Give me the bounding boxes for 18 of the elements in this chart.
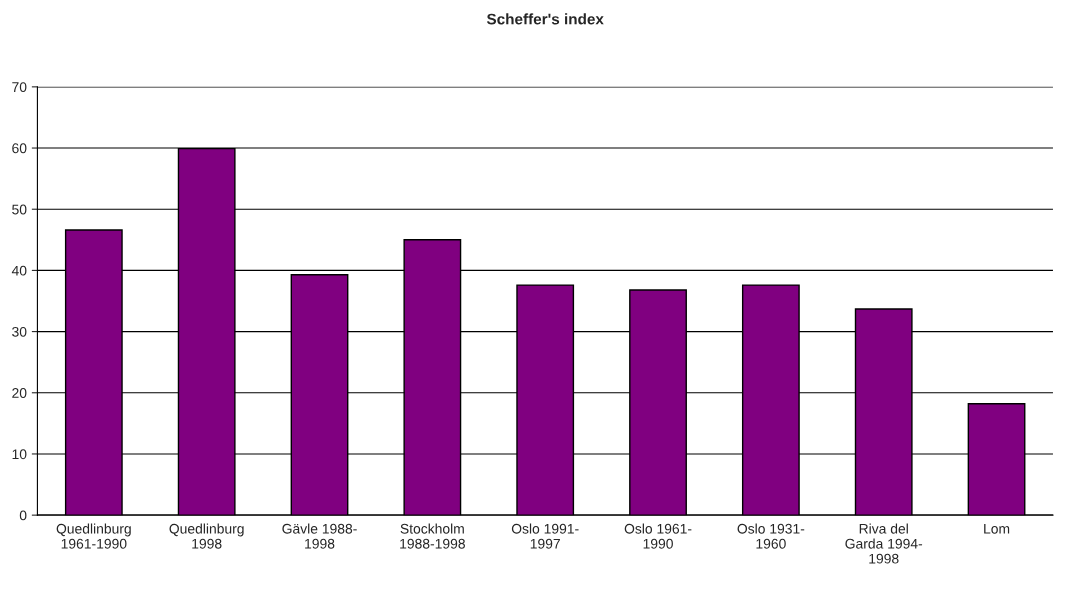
x-tick-label: Lom	[984, 523, 1010, 534]
x-tick-label: Stockholm 1988-1998	[400, 523, 465, 549]
y-tick-label: 70	[12, 82, 27, 93]
x-tick-label: Oslo 1961- 1990	[624, 523, 692, 549]
y-tick-label: 10	[12, 449, 27, 460]
x-tick-label: Gävle 1988- 1998	[282, 523, 357, 549]
y-tick-label: 50	[12, 204, 27, 215]
x-tick-label: Oslo 1931- 1960	[737, 523, 805, 549]
y-tick-label: 60	[12, 143, 27, 154]
chart-title: Scheffer's index	[486, 13, 604, 25]
y-tick-label: 30	[12, 326, 27, 337]
y-tick-label: 40	[11, 265, 27, 276]
x-tick-label: Riva del Garda 1994- 1998	[845, 523, 923, 564]
y-tick-label: 20	[12, 388, 27, 398]
x-tick-label: Quedlinburg 1961-1990	[56, 523, 131, 549]
x-tick-label: Oslo 1991- 1997	[511, 523, 579, 549]
x-tick-label: Quedlinburg 1998	[169, 523, 244, 549]
y-tick-label: 0	[19, 510, 27, 521]
